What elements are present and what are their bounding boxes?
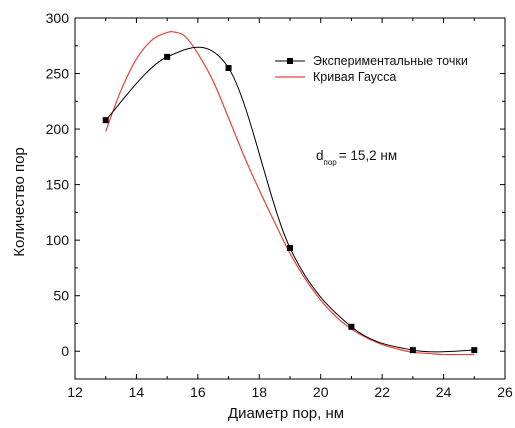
annotation: dпор = 15,2 нм: [316, 148, 397, 167]
y-tick-label: 0: [61, 343, 69, 359]
gauss-curve-line: [105, 31, 475, 356]
x-tick-label: 18: [251, 384, 267, 400]
plot-frame: [74, 17, 506, 380]
experimental-point-marker: [102, 117, 109, 124]
y-tick-label: 100: [46, 232, 70, 248]
annotation-symbol: d: [316, 148, 324, 163]
x-tick-label: 14: [129, 384, 145, 400]
x-tick-label: 22: [374, 384, 390, 400]
experimental-point-marker: [471, 347, 478, 354]
legend-label-gauss: Кривая Гаусса: [313, 70, 396, 84]
y-axis-title: Количество пор: [11, 147, 28, 257]
annotation-value: = 15,2 нм: [339, 148, 397, 163]
x-tick-label: 26: [497, 384, 513, 400]
experimental-point-marker: [164, 53, 171, 60]
y-tick-label: 300: [46, 10, 70, 26]
x-tick-label: 24: [436, 384, 452, 400]
legend-marker-experimental: [287, 58, 293, 64]
y-tick-label: 250: [46, 66, 70, 82]
legend: Экспериментальные точки Кривая Гаусса: [275, 54, 468, 84]
plot-border: [74, 17, 506, 380]
annotation-text: dпор = 15,2 нм: [316, 148, 397, 167]
experimental-point-marker: [409, 347, 416, 354]
y-tick-label: 50: [53, 288, 69, 304]
experimental-point-marker: [225, 64, 232, 71]
legend-label-experimental: Экспериментальные точки: [313, 54, 468, 68]
annotation-subscript: пор: [324, 158, 338, 167]
x-axis-title: Диаметр пор, нм: [228, 405, 344, 422]
series-layer: [102, 31, 478, 356]
y-tick-label: 200: [46, 121, 70, 137]
axis-tick-labels: 12 14 16 18 20 22 24 26 0 50 100 150 200 250 300: [46, 10, 513, 400]
x-tick-label: 12: [67, 384, 83, 400]
x-tick-label: 16: [190, 384, 206, 400]
y-tick-label: 150: [46, 177, 70, 193]
experimental-points-line: [105, 46, 475, 353]
x-tick-label: 20: [313, 384, 329, 400]
experimental-point-marker: [287, 244, 293, 251]
axis-ticks: [74, 17, 506, 379]
experimental-point-marker: [348, 323, 355, 330]
